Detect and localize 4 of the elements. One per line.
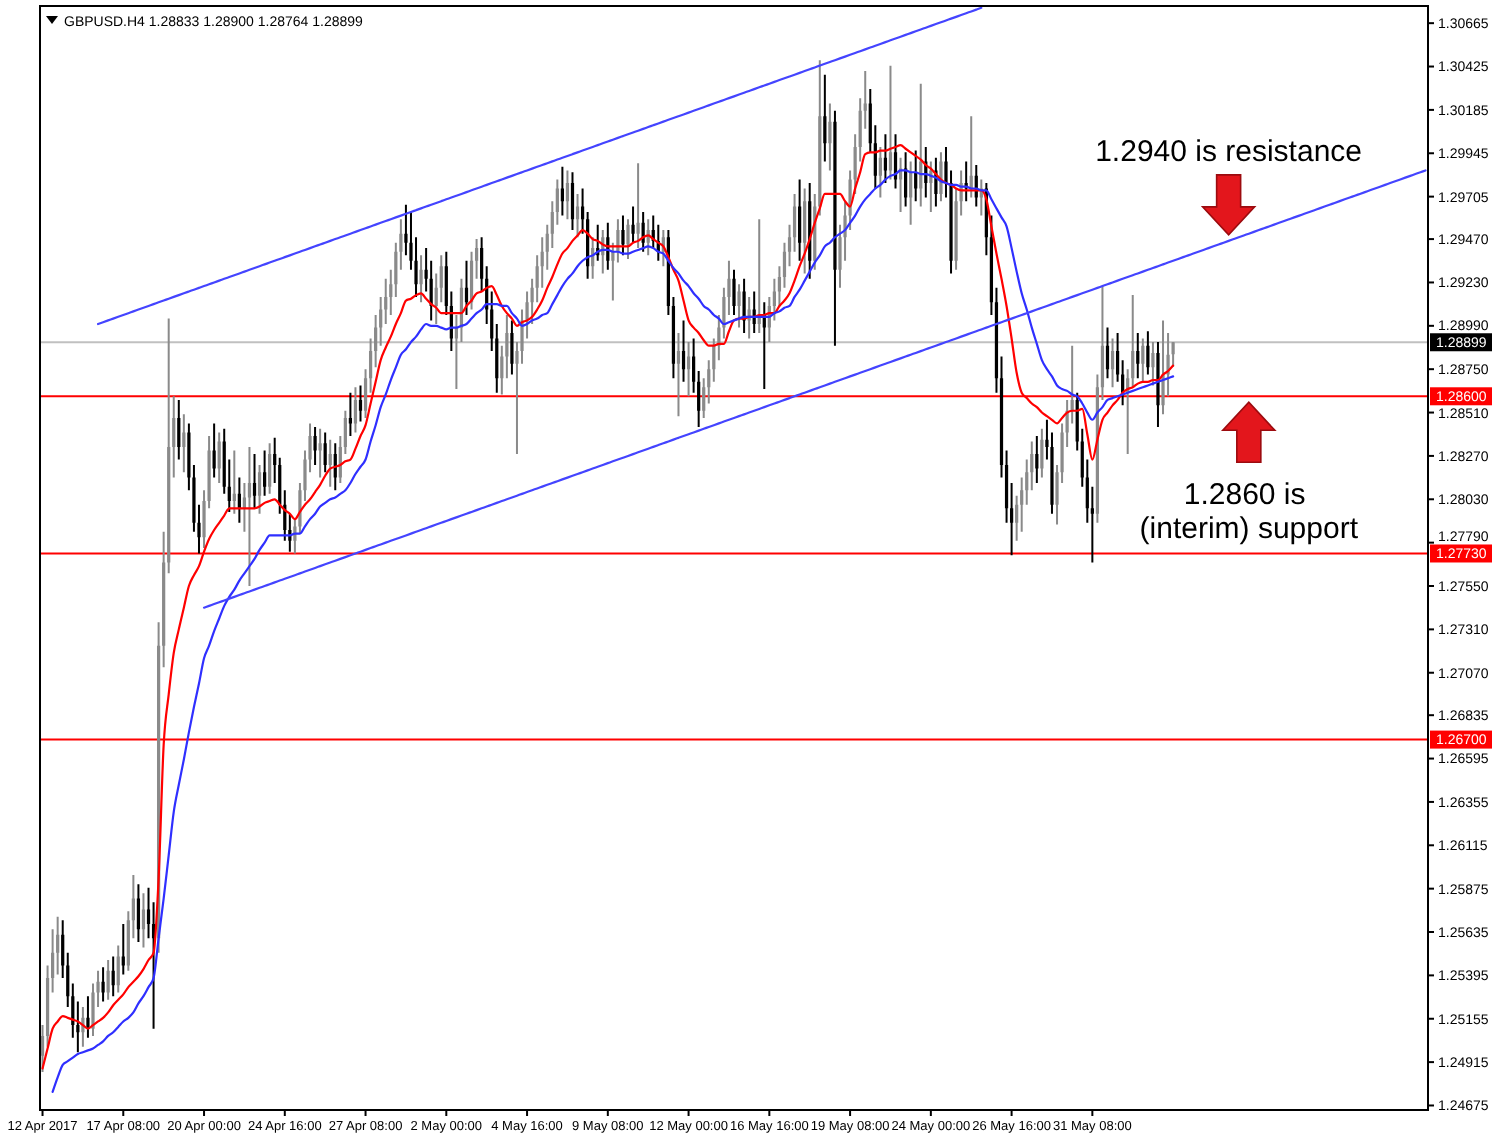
- candlestick: [636, 163, 640, 249]
- annotation: 1.2940 is resistance: [1095, 134, 1363, 169]
- annotation: 1.2860 is (interim) support: [1139, 478, 1360, 547]
- line-series: [202, 169, 1427, 609]
